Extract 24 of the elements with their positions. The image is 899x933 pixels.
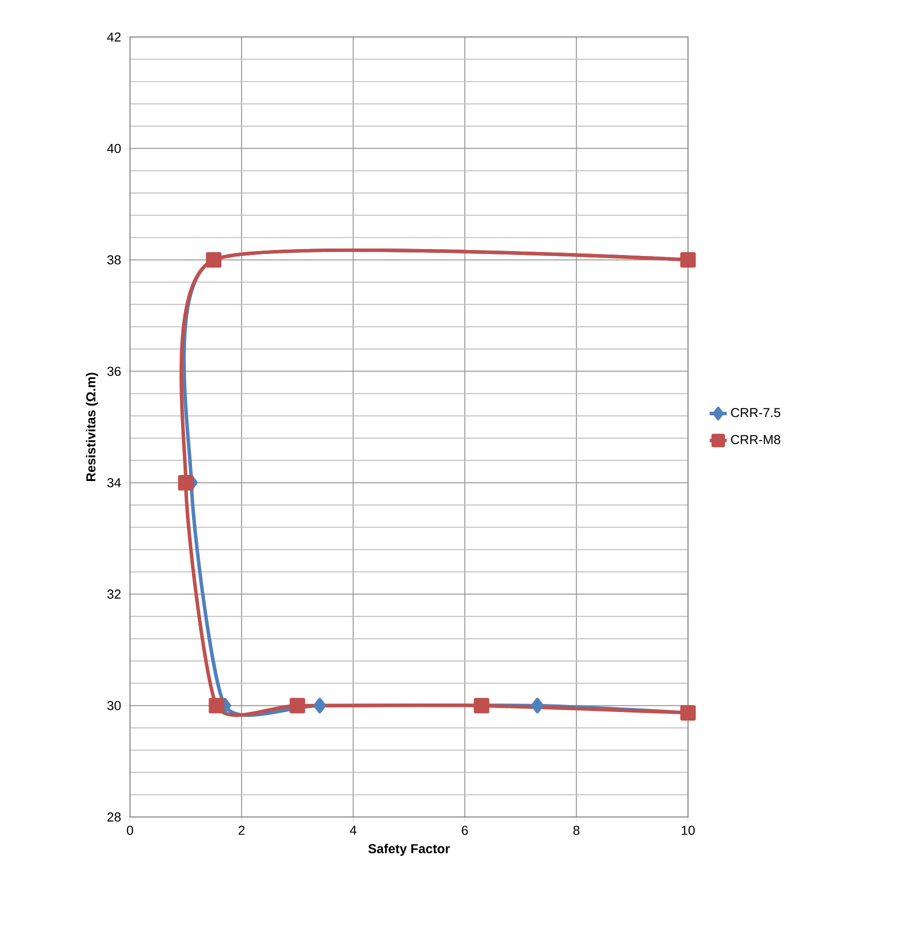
x-tick-label: 10: [682, 826, 695, 835]
x-axis-title: Safety Factor: [368, 844, 450, 856]
y-tick-label: 42: [107, 32, 121, 42]
point: [531, 698, 544, 714]
y-axis-title: Resistivitas (Ω.m): [86, 372, 98, 481]
legend-label: CRR-7.5: [731, 408, 780, 418]
x-tick-label: 2: [238, 826, 245, 835]
y-tick-label: 30: [107, 700, 121, 710]
y-tick-label: 32: [107, 590, 121, 599]
x-tick-label: 4: [350, 826, 356, 835]
x-tick-label: 8: [573, 826, 580, 835]
x-tick-label: 0: [126, 826, 134, 835]
y-tick-label: 34: [107, 478, 121, 488]
y-tick-label: 40: [107, 144, 121, 154]
x-tick-label: 6: [462, 826, 468, 835]
point: [313, 698, 326, 714]
y-tick-label: 28: [107, 812, 121, 822]
legend-label: CRR-M8: [731, 434, 780, 444]
point: [208, 698, 224, 714]
point: [178, 474, 194, 490]
point: [290, 698, 306, 714]
y-tick-label: 38: [107, 255, 121, 264]
point: [474, 698, 490, 714]
y-tick-label: 36: [107, 366, 121, 376]
